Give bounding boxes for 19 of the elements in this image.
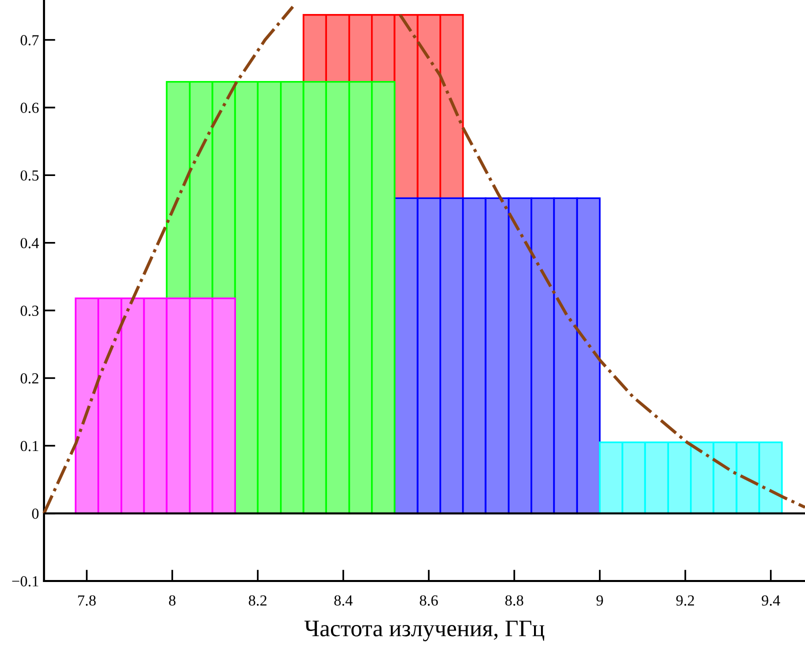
y-tick-label: 0.2 <box>20 373 38 384</box>
y-tick-label: 0.6 <box>20 102 39 114</box>
x-axis-title: Частота излучения, ГГц <box>304 620 544 642</box>
x-tick-label: 8.8 <box>505 595 524 606</box>
y-tick-label: 0.5 <box>20 170 39 181</box>
y-tick-label: 0.1 <box>20 440 38 452</box>
y-tick-label: 0.4 <box>20 238 39 248</box>
x-tick-label: 8.2 <box>248 595 266 606</box>
x-tick-label: 9.2 <box>676 595 694 606</box>
x-tick-label: 8 <box>169 595 176 606</box>
x-tick-label: 7.8 <box>78 595 96 606</box>
y-tick-label: 0 <box>32 508 39 519</box>
x-tick-label: 8.6 <box>420 595 438 606</box>
x-tick-label: 9 <box>596 595 603 606</box>
x-tick-label: 8.4 <box>334 595 353 606</box>
x-tick-label: 9.4 <box>762 595 780 606</box>
y-tick-label: 0.7 <box>20 35 39 46</box>
y-tick-label: 0.3 <box>20 306 39 316</box>
y-tick-label: −0.1 <box>12 576 38 587</box>
